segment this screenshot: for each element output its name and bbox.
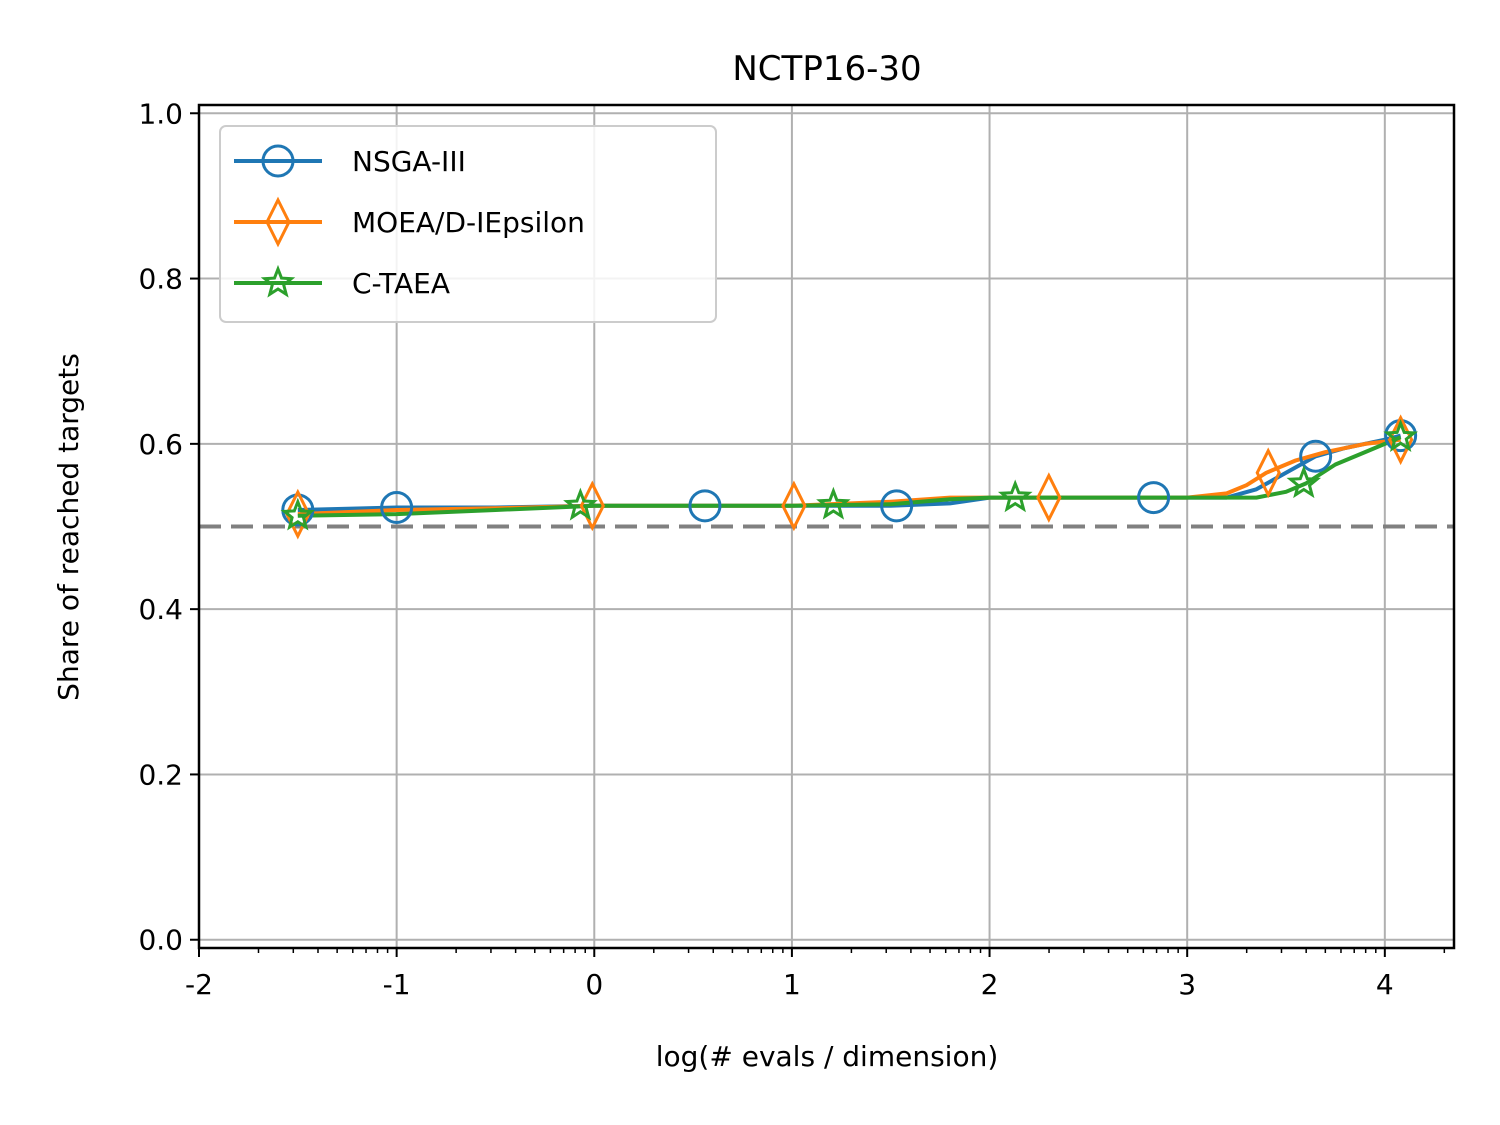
series-1-marker	[1255, 447, 1281, 499]
x-tick-label: 4	[1376, 968, 1394, 1001]
legend-label-2: C-TAEA	[352, 267, 450, 300]
legend: NSGA-III MOEA/D-IEpsilon C-TAEA	[219, 125, 717, 323]
series-markers	[280, 414, 1419, 540]
y-tick-label: 0.8	[138, 263, 183, 296]
y-tick-label: 0.6	[138, 428, 183, 461]
y-tick-label: 0.4	[138, 593, 183, 626]
legend-marker-0	[261, 144, 295, 178]
x-tick-label: 1	[783, 968, 801, 1001]
series-2-marker	[816, 486, 851, 520]
series-line-2	[297, 435, 1402, 518]
series-0-marker	[1299, 439, 1333, 473]
x-tick-label: 2	[981, 968, 999, 1001]
series-lines	[297, 433, 1402, 518]
series-0-marker	[1137, 481, 1171, 515]
series-2-marker	[563, 487, 598, 521]
y-axis-ticks: 0.0 0.2 0.4 0.6 0.8 1.0	[138, 97, 199, 957]
series-2-marker	[997, 479, 1033, 513]
series-0-marker	[688, 489, 722, 523]
series-1-marker	[781, 480, 807, 532]
series-2-marker	[280, 497, 316, 531]
legend-marker-1	[265, 196, 291, 248]
series-0-marker	[880, 489, 914, 523]
series-1-marker	[285, 488, 311, 540]
y-tick-label: 0.2	[138, 758, 183, 791]
y-tick-label: 1.0	[138, 97, 183, 130]
legend-label-0: NSGA-III	[352, 145, 466, 178]
x-tick-label: 0	[585, 968, 603, 1001]
legend-marker-2	[260, 264, 296, 298]
x-axis-ticks: -2 -1 0 1 2 3 4	[185, 948, 1446, 1001]
series-2-marker	[1286, 465, 1322, 499]
x-axis-label: log(# evals / dimension)	[656, 1040, 999, 1073]
legend-label-1: MOEA/D-IEpsilon	[352, 206, 585, 239]
x-tick-label: 3	[1178, 968, 1196, 1001]
series-2-marker	[1383, 419, 1419, 453]
series-0-marker	[380, 490, 414, 524]
series-1-marker	[1036, 472, 1062, 523]
x-tick-label: -2	[185, 968, 213, 1001]
legend-box	[219, 125, 717, 323]
series-1-marker	[579, 480, 605, 532]
plot-frame	[197, 103, 1456, 950]
chart-title: NCTP16-30	[732, 49, 921, 89]
y-axis-label: Share of reached targets	[52, 353, 85, 701]
x-tick-label: -1	[383, 968, 411, 1001]
y-tick-label: 0.0	[138, 924, 183, 957]
